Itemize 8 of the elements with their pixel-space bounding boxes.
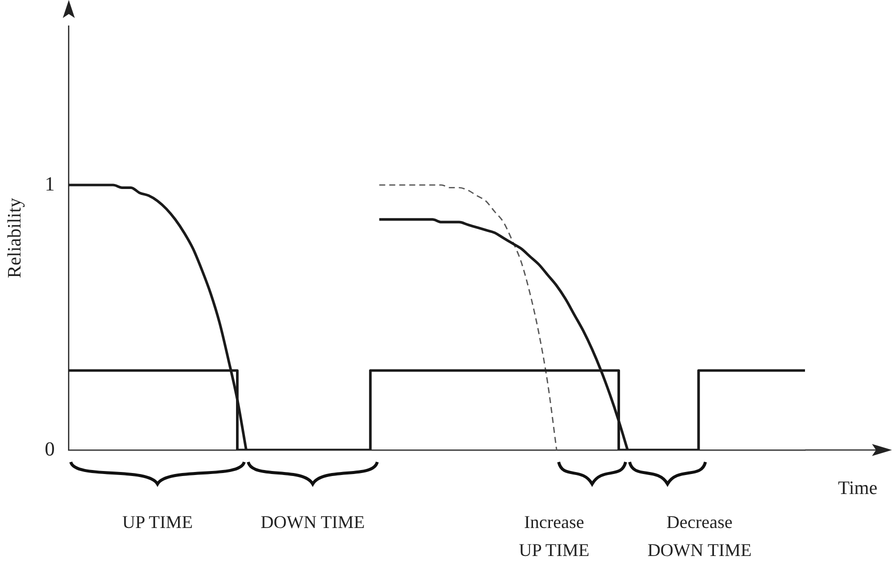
y-axis-title: Reliability — [4, 197, 26, 278]
text: DOWN TIME — [260, 511, 366, 534]
text: Decrease DOWN TIME — [646, 511, 753, 562]
x-axis-title: Time — [838, 478, 878, 500]
y-tick-label: 0 — [44, 438, 55, 460]
text: UP TIME — [121, 511, 194, 534]
y-tick-label: 1 — [44, 173, 55, 196]
text: Increase UP TIME — [518, 511, 590, 562]
